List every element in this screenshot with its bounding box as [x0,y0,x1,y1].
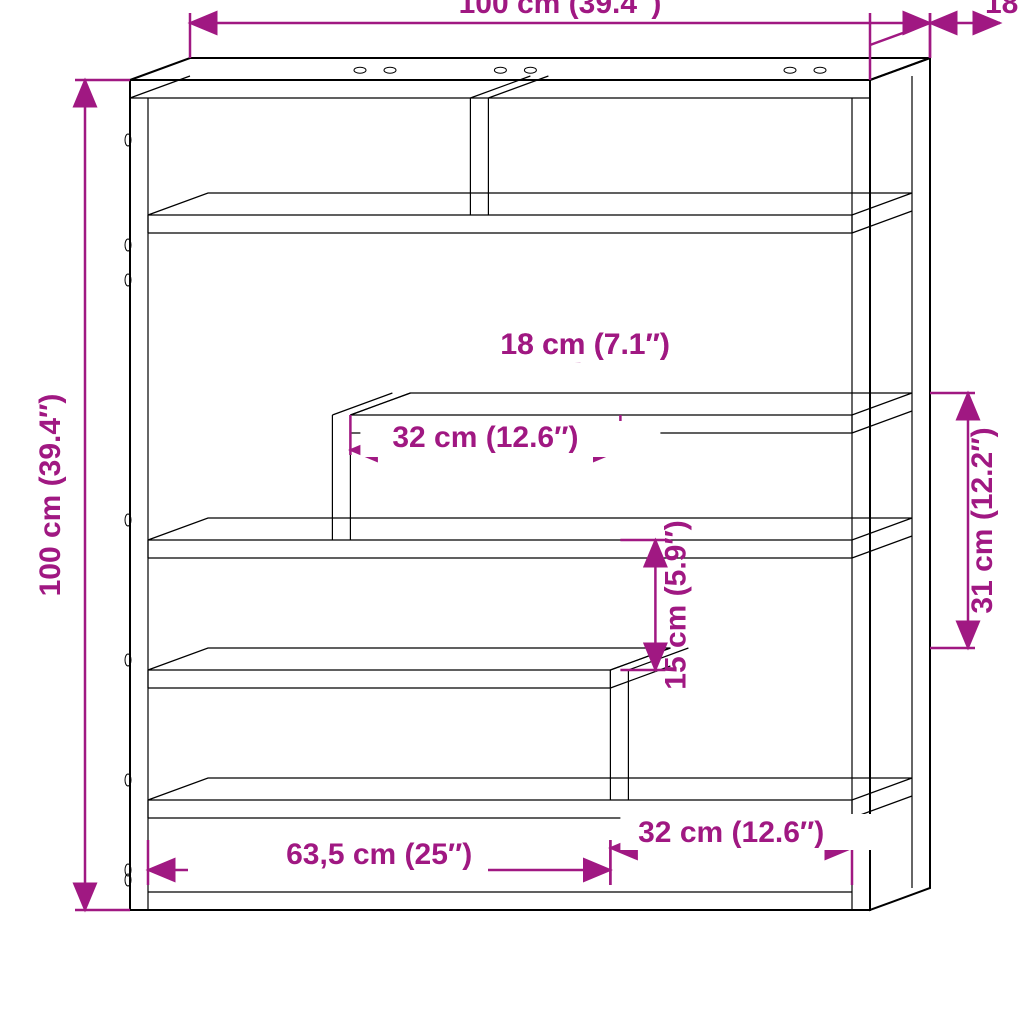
dim-inner-32-bottom: 32 cm (12.6″) [638,816,824,849]
dim-height-left: 100 cm (39.4″) [34,394,67,597]
dim-inner-32-top: 32 cm (12.6″) [392,421,578,454]
shelf-dimension-diagram: 100 cm (39.4″) 18 cm (7.1″) 100 cm (39.4″)… [0,0,1024,1024]
dim-inner-31: 31 cm (12.2″) [966,427,999,613]
dim-width-top: 100 cm (39.4″) [459,0,662,20]
dim-inner-depth: 18 cm (7.1″) [500,328,669,361]
dim-inner-635: 63,5 cm (25″) [286,838,472,871]
dim-inner-15: 15 cm (5.9″) [659,520,692,689]
dim-depth-top: 18 cm (7.1″) [985,0,1024,20]
